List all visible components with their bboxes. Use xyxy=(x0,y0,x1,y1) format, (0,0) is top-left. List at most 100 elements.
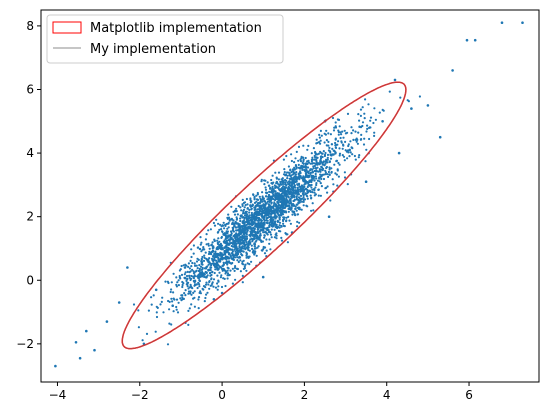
scatter-point xyxy=(212,255,215,258)
scatter-point xyxy=(137,326,140,329)
scatter-point xyxy=(292,185,295,188)
scatter-point xyxy=(325,186,328,189)
scatter-point xyxy=(225,260,228,263)
scatter-point xyxy=(280,208,283,211)
scatter-point xyxy=(291,213,294,216)
y-tick-label: 6 xyxy=(26,82,34,96)
scatter-point xyxy=(291,178,294,181)
scatter-point xyxy=(333,126,336,129)
scatter-point xyxy=(323,141,326,144)
scatter-point xyxy=(126,266,129,269)
scatter-point xyxy=(252,193,255,196)
scatter-point xyxy=(305,194,308,197)
scatter-point xyxy=(245,220,249,223)
scatter-point xyxy=(193,296,196,299)
scatter-point xyxy=(327,132,330,135)
scatter-point xyxy=(347,144,350,148)
scatter-point xyxy=(306,175,309,178)
scatter-point xyxy=(281,182,285,186)
scatter-point xyxy=(355,140,358,143)
scatter-point xyxy=(320,161,323,164)
scatter-point xyxy=(366,124,369,127)
scatter-point xyxy=(271,174,274,177)
scatter-point xyxy=(247,219,250,222)
scatter-point xyxy=(219,258,222,261)
scatter-point xyxy=(388,90,391,93)
scatter-point xyxy=(319,150,322,153)
scatter-point xyxy=(296,188,299,191)
scatter-point xyxy=(269,187,272,190)
scatter-point xyxy=(224,235,228,238)
scatter-point xyxy=(282,203,286,206)
scatter-point xyxy=(188,286,191,289)
scatter-point xyxy=(268,238,271,241)
scatter-point xyxy=(310,158,313,161)
scatter-point xyxy=(275,204,278,207)
scatter-point xyxy=(234,278,237,281)
scatter-point xyxy=(253,195,256,199)
scatter-point xyxy=(209,262,212,265)
scatter-point xyxy=(214,262,217,265)
scatter-point xyxy=(200,259,203,263)
scatter-point xyxy=(179,268,182,271)
scatter-point xyxy=(318,177,321,180)
scatter-point xyxy=(315,160,318,163)
scatter-point xyxy=(285,154,288,158)
scatter-point xyxy=(227,243,231,246)
scatter-point xyxy=(189,283,192,286)
scatter-point xyxy=(231,282,234,285)
scatter-point xyxy=(277,220,280,223)
scatter-point xyxy=(249,204,252,207)
scatter-point xyxy=(211,245,214,248)
scatter-point xyxy=(181,283,184,287)
scatter-point xyxy=(277,171,281,174)
scatter-point xyxy=(261,275,265,279)
scatter-point xyxy=(262,229,265,232)
scatter-point xyxy=(330,167,333,170)
scatter-point xyxy=(198,269,201,272)
scatter-point xyxy=(302,162,305,165)
scatter-point xyxy=(317,170,320,173)
scatter-point xyxy=(196,257,199,260)
scatter-point xyxy=(232,241,235,244)
scatter-point xyxy=(315,142,318,145)
scatter-point xyxy=(213,224,217,227)
scatter-point xyxy=(295,171,298,174)
scatter-point xyxy=(237,241,240,244)
scatter-point xyxy=(325,139,328,142)
scatter-point xyxy=(269,215,272,218)
legend-label-matplotlib: Matplotlib implementation xyxy=(90,21,262,36)
scatter-point xyxy=(202,246,205,249)
scatter-point xyxy=(297,166,300,169)
scatter-point xyxy=(305,192,308,195)
scatter-point xyxy=(233,213,237,216)
scatter-point xyxy=(236,259,239,262)
scatter-point xyxy=(329,199,332,202)
scatter-point xyxy=(341,130,344,133)
scatter-point xyxy=(237,249,240,252)
scatter-point xyxy=(334,137,337,140)
scatter-point xyxy=(255,222,258,225)
scatter-point xyxy=(310,183,313,187)
scatter-point xyxy=(216,288,219,291)
scatter-point xyxy=(204,238,207,241)
scatter-point xyxy=(196,267,199,270)
scatter-point xyxy=(190,286,193,289)
scatter-point xyxy=(364,98,367,101)
scatter-point xyxy=(196,246,199,249)
scatter-point xyxy=(247,216,251,219)
scatter-point xyxy=(238,243,241,246)
scatter-point xyxy=(176,311,180,314)
scatter-point xyxy=(300,190,303,193)
scatter-point xyxy=(465,38,469,42)
scatter-point xyxy=(373,134,376,137)
scatter-point xyxy=(210,278,213,281)
scatter-point xyxy=(311,162,314,165)
scatter-point xyxy=(162,311,165,314)
scatter-point xyxy=(318,133,321,136)
scatter-point xyxy=(270,189,273,192)
scatter-point xyxy=(220,274,223,277)
scatter-point xyxy=(364,180,368,183)
scatter-point xyxy=(201,255,204,259)
scatter-point xyxy=(451,69,454,72)
